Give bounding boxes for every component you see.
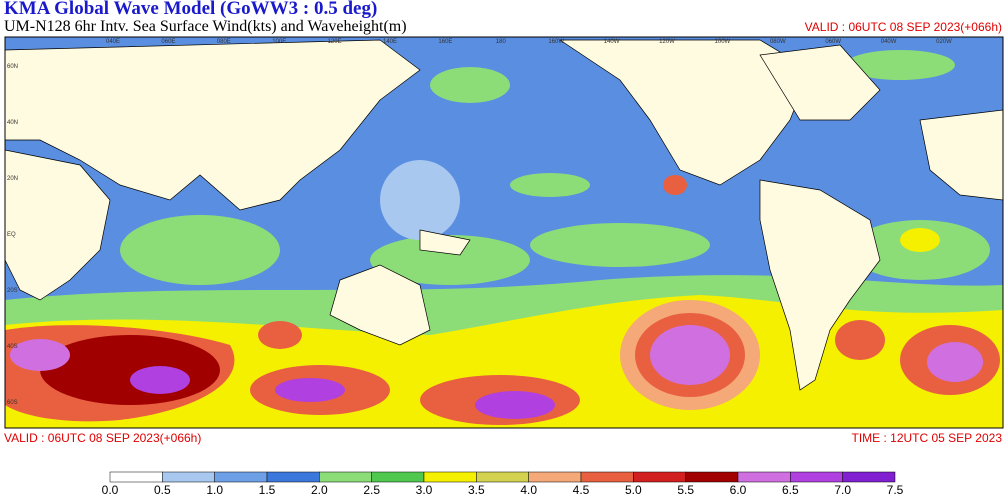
lon-label: 100E xyxy=(272,39,286,45)
field-purple xyxy=(130,366,190,394)
colorbar-label: 7.5 xyxy=(887,483,904,496)
colorbar-label: 0.0 xyxy=(102,483,119,496)
colorbar-label: 7.0 xyxy=(834,483,851,496)
lat-label: 20N xyxy=(7,176,18,182)
colorbar-swatch xyxy=(371,471,425,483)
field-green xyxy=(120,215,280,285)
lon-label: 080E xyxy=(217,39,231,45)
field-red xyxy=(258,321,302,349)
colorbar-swatch xyxy=(842,471,896,483)
field-red xyxy=(835,320,885,360)
land xyxy=(5,39,1003,391)
lon-label: 120W xyxy=(659,39,675,45)
field-purple xyxy=(475,391,555,419)
colorbar-swatch xyxy=(423,471,477,483)
colorbar-swatch xyxy=(109,471,163,483)
field-green xyxy=(530,223,710,267)
lat-label: 40S xyxy=(7,344,18,350)
colorbar-swatch xyxy=(580,471,634,483)
field-lightblue xyxy=(380,160,460,240)
field-yellow xyxy=(900,228,940,252)
colorbar: 0.0 0.5 1.0 1.5 2.0 2.5 3.0 3.5 4.0 4.5 5.0 5.5 6.0 6… xyxy=(102,471,904,496)
lat-label: 60S xyxy=(7,400,18,406)
map-frame xyxy=(4,36,1004,429)
wave-map xyxy=(5,37,1003,428)
colorbar-label: 3.5 xyxy=(468,483,485,496)
field-red xyxy=(663,175,687,195)
colorbar-swatch xyxy=(737,471,791,483)
colorbar-swatch xyxy=(633,471,686,483)
colorbar-label: 5.5 xyxy=(677,483,694,496)
lon-label: 020W xyxy=(936,39,952,45)
lon-label: 120E xyxy=(328,39,342,45)
colorbar-swatch xyxy=(790,471,843,483)
colorbar-label: 2.0 xyxy=(311,483,328,496)
colorbar-label: 6.5 xyxy=(782,483,799,496)
title: KMA Global Wave Model (GoWW3 : 0.5 deg) xyxy=(4,0,377,19)
lon-label: 040W xyxy=(881,39,897,45)
lat-label: 60N xyxy=(7,64,18,70)
lon-label: 180 xyxy=(496,39,507,45)
lat-label: 20S xyxy=(7,288,18,294)
colorbar-label: 5.0 xyxy=(625,483,642,496)
colorbar-swatch xyxy=(319,471,372,483)
init-time: TIME : 12UTC 05 SEP 2023 xyxy=(851,431,1002,445)
field-purple xyxy=(275,378,345,402)
lon-label: 060E xyxy=(161,39,175,45)
subtitle: UM-N128 6hr Intv. Sea Surface Wind(kts) … xyxy=(4,18,407,35)
lat-label: 40N xyxy=(7,120,18,126)
lon-label: 160W xyxy=(548,39,564,45)
colorbar-label: 1.0 xyxy=(206,483,223,496)
colorbar-label: 1.5 xyxy=(259,483,276,496)
lon-label: 140W xyxy=(604,39,620,45)
colorbar-label: 2.5 xyxy=(363,483,380,496)
colorbar-label: 0.5 xyxy=(154,483,171,496)
colorbar-label: 6.0 xyxy=(730,483,747,496)
field-purple xyxy=(10,339,70,371)
colorbar-swatch xyxy=(685,471,739,483)
colorbar-swatch xyxy=(214,471,268,483)
colorbar-label: 3.0 xyxy=(416,483,433,496)
valid-time-top: VALID : 06UTC 08 SEP 2023(+066h) xyxy=(805,20,1002,34)
field-green xyxy=(370,235,530,285)
field-darkred xyxy=(40,335,220,405)
colorbar-label: 4.5 xyxy=(573,483,590,496)
field-green xyxy=(510,173,590,197)
field-green xyxy=(845,50,955,80)
lon-label: 160E xyxy=(438,39,452,45)
lon-label: 040E xyxy=(106,39,120,45)
colorbar-swatch xyxy=(162,471,215,483)
colorbar-label: 4.0 xyxy=(520,483,537,496)
colorbar-swatch xyxy=(266,471,320,483)
field-purple xyxy=(927,342,983,382)
colorbar-swatch xyxy=(476,471,529,483)
graticule-labels: 040E 060E 080E 100E 120E 140E 160E 180 160W 140W 1… xyxy=(7,39,952,406)
lat-label: EQ xyxy=(7,232,16,238)
field-purple xyxy=(650,325,730,385)
valid-time-bottom: VALID : 06UTC 08 SEP 2023(+066h) xyxy=(4,431,201,445)
lon-label: 100W xyxy=(715,39,731,45)
lon-label: 140E xyxy=(383,39,397,45)
lon-label: 060W xyxy=(825,39,841,45)
colorbar-swatch xyxy=(528,471,582,483)
lon-label: 080W xyxy=(770,39,786,45)
field-green xyxy=(430,67,510,103)
